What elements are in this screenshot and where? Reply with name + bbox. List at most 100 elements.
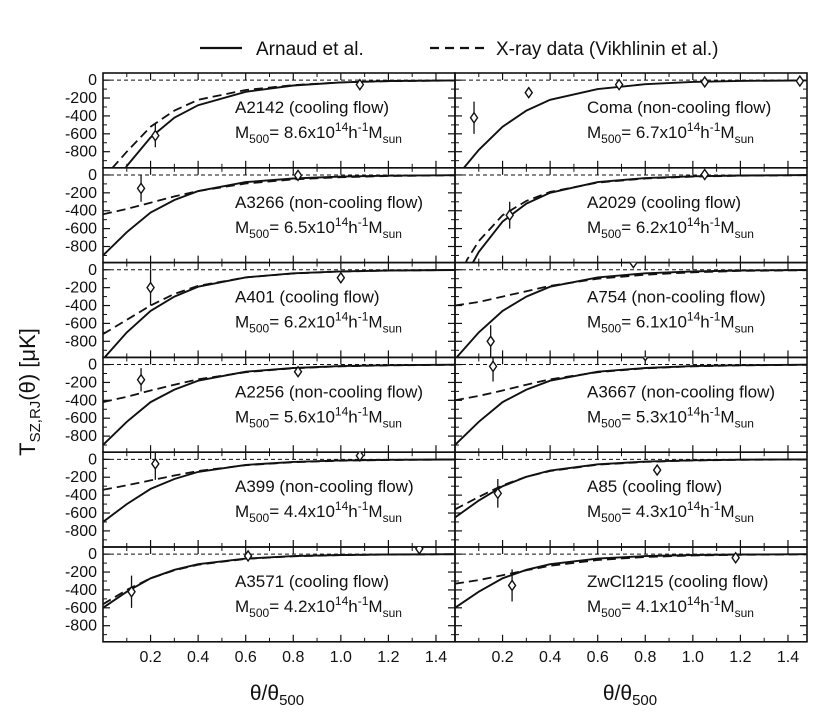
y-tick-label: 0	[88, 72, 97, 89]
xray-data-curve	[455, 553, 807, 585]
panel-plot-area	[103, 547, 455, 609]
cluster-label: A85 (cooling flow)	[587, 477, 722, 496]
data-point	[293, 365, 303, 378]
mass-text-part: 500	[601, 416, 621, 430]
mass-text-part: = 5.6x10	[269, 407, 335, 426]
mass-text-part: 14	[335, 120, 349, 134]
mass-text-part: sun	[735, 322, 754, 336]
y-tick-label: 0	[88, 451, 97, 468]
y-tick-label: -200	[65, 280, 97, 297]
diamond-marker	[507, 579, 517, 592]
arnaud-model-curve	[103, 553, 455, 609]
panel-plot-area	[455, 262, 807, 358]
y-tick-label: -600	[65, 505, 97, 522]
x-tick-label: 1.4	[425, 649, 447, 666]
mass-text-part: M	[235, 218, 249, 237]
y-tick-label: 0	[88, 357, 97, 374]
x-label-main: θ/θ	[603, 682, 632, 705]
y-tick-label: -800	[65, 144, 97, 161]
panel-a399: 0-200-400-600-800 A399 (non-cooling flow)…	[65, 451, 456, 548]
mass-text-part: M	[720, 313, 734, 332]
diamond-marker	[614, 78, 624, 91]
arnaud-model-curve	[455, 458, 807, 519]
mass-text-part: h	[700, 502, 709, 521]
mass-text-part: M	[720, 407, 734, 426]
mass-text-part: M	[720, 502, 734, 521]
panel-plot-area	[103, 169, 455, 257]
data-point	[488, 357, 498, 382]
y-tick-label: -600	[65, 600, 97, 617]
arnaud-model-curve	[124, 79, 455, 168]
mass-text-part: = 5.3x10	[621, 407, 687, 426]
xray-data-curve	[103, 363, 455, 403]
cluster-mass: M500= 8.6x1014h-1Msun	[235, 120, 402, 146]
diamond-marker	[469, 111, 479, 124]
panel-plot-area	[103, 363, 455, 446]
diamond-marker	[293, 365, 303, 378]
diamond-marker	[243, 549, 253, 563]
mass-text-part: -1	[710, 215, 721, 229]
data-point	[795, 74, 805, 88]
mass-text-part: 500	[601, 511, 621, 525]
y-tick-label: 0	[88, 262, 97, 279]
mass-text-part: M	[720, 218, 734, 237]
data-point	[505, 201, 515, 229]
mass-text-part: M	[368, 123, 382, 142]
mass-text-part: = 6.5x10	[269, 218, 335, 237]
mass-text-part: sun	[383, 511, 402, 525]
mass-text-part: = 4.3x10	[621, 502, 687, 521]
cluster-mass: M500= 5.3x1014h-1Msun	[587, 404, 754, 430]
diamond-marker	[700, 168, 710, 181]
xray-data-curve	[455, 363, 807, 402]
mass-text-part: 500	[249, 132, 269, 146]
mass-text-part: = 6.2x10	[621, 218, 687, 237]
mass-text-part: M	[368, 313, 382, 332]
y-tick-label: -400	[65, 487, 97, 504]
mass-text-part: sun	[735, 132, 754, 146]
arnaud-model-curve	[455, 553, 807, 609]
mass-text-part: 500	[249, 322, 269, 336]
mass-text-part: -1	[710, 594, 721, 608]
y-tick-label: -600	[65, 410, 97, 427]
mass-text-part: M	[368, 218, 382, 237]
y-tick-label: -400	[65, 298, 97, 315]
mass-text-part: -1	[710, 120, 721, 134]
mass-text-part: sun	[383, 606, 402, 620]
mass-text-part: 500	[601, 227, 621, 241]
mass-text-part: 14	[335, 310, 349, 324]
panel-plot-area	[464, 168, 807, 263]
mass-text-part: M	[587, 313, 601, 332]
mass-text-part: -1	[358, 120, 369, 134]
mass-text-part: 500	[249, 606, 269, 620]
data-point	[469, 101, 479, 134]
data-point	[136, 368, 146, 392]
diamond-marker	[795, 74, 805, 88]
cluster-mass: M500= 6.1x1014h-1Msun	[587, 310, 754, 336]
cluster-mass: M500= 6.5x1014h-1Msun	[235, 215, 402, 241]
data-point	[652, 463, 662, 477]
diamond-marker	[700, 75, 710, 89]
data-point	[700, 168, 710, 181]
mass-text-part: = 4.2x10	[269, 597, 335, 616]
cluster-mass: M500= 4.3x1014h-1Msun	[587, 499, 754, 525]
panel-plot-area	[103, 452, 455, 523]
mass-text-part: -1	[358, 404, 369, 418]
arnaud-model-curve	[103, 363, 455, 446]
mass-text-part: 14	[687, 594, 701, 608]
diamond-marker	[355, 452, 365, 462]
diamond-marker	[150, 457, 160, 471]
cluster-label: A401 (cooling flow)	[235, 288, 380, 307]
arnaud-model-curve	[471, 174, 807, 263]
mass-text-part: = 6.2x10	[269, 313, 335, 332]
y-tick-label: -600	[65, 221, 97, 238]
mass-text-part: M	[587, 407, 601, 426]
diamond-marker	[524, 86, 534, 99]
data-point	[355, 452, 365, 462]
y-axis-label: TSZ,RJ(θ) [μK]	[15, 328, 44, 456]
xray-data-curve	[103, 174, 455, 216]
mass-text-part: 500	[601, 606, 621, 620]
x-tick-label: 0.6	[587, 649, 609, 666]
y-tick-label: -200	[65, 374, 97, 391]
mass-text-part: 14	[335, 215, 349, 229]
